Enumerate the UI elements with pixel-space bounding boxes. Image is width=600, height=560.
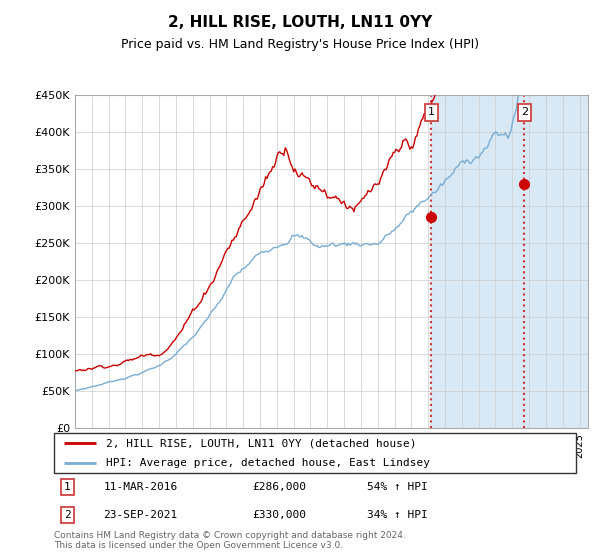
Text: 23-SEP-2021: 23-SEP-2021 — [104, 510, 178, 520]
Text: 2, HILL RISE, LOUTH, LN11 0YY: 2, HILL RISE, LOUTH, LN11 0YY — [168, 15, 432, 30]
Text: Price paid vs. HM Land Registry's House Price Index (HPI): Price paid vs. HM Land Registry's House … — [121, 38, 479, 52]
Text: 2: 2 — [521, 107, 528, 117]
Text: 2, HILL RISE, LOUTH, LN11 0YY (detached house): 2, HILL RISE, LOUTH, LN11 0YY (detached … — [106, 438, 416, 449]
Text: 11-MAR-2016: 11-MAR-2016 — [104, 482, 178, 492]
Text: 34% ↑ HPI: 34% ↑ HPI — [367, 510, 428, 520]
Text: HPI: Average price, detached house, East Lindsey: HPI: Average price, detached house, East… — [106, 458, 430, 468]
Text: £330,000: £330,000 — [253, 510, 307, 520]
Text: 54% ↑ HPI: 54% ↑ HPI — [367, 482, 428, 492]
Text: Contains HM Land Registry data © Crown copyright and database right 2024.
This d: Contains HM Land Registry data © Crown c… — [54, 531, 406, 550]
Text: 1: 1 — [428, 107, 435, 117]
Text: 2: 2 — [64, 510, 70, 520]
Text: 1: 1 — [64, 482, 70, 492]
FancyBboxPatch shape — [54, 433, 576, 473]
Text: £286,000: £286,000 — [253, 482, 307, 492]
Bar — [431, 95, 588, 428]
